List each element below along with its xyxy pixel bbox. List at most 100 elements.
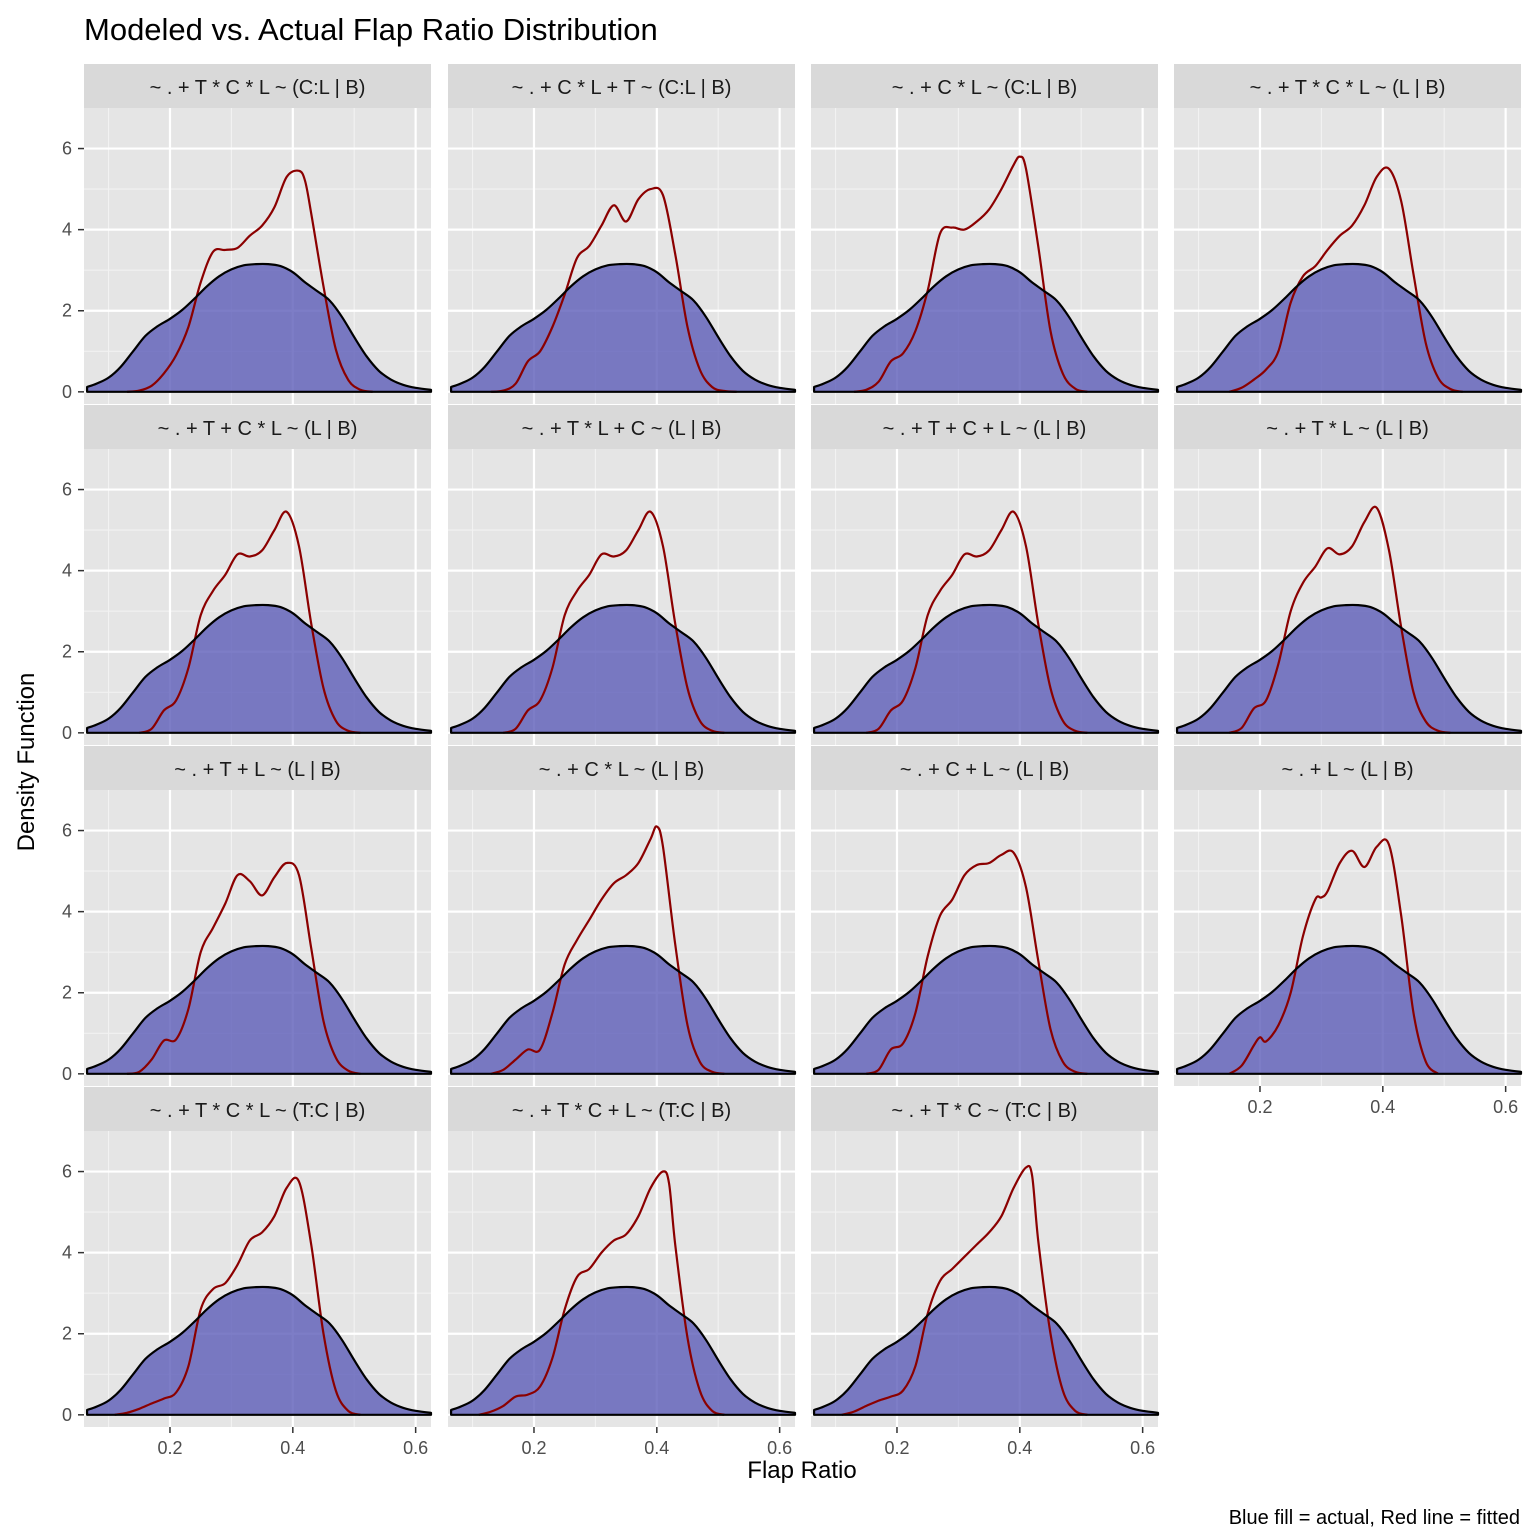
x-tick-label: 0.2 <box>1247 1097 1272 1117</box>
facet-panel: ~ . + T * C ~ (T:C | B) 0.2 0.4 0.6 <box>811 1087 1160 1458</box>
y-tick-label: 0 <box>62 723 72 743</box>
fitted-density-line <box>478 1170 725 1416</box>
actual-density-outline <box>813 1285 1160 1416</box>
actual-density-outline <box>1176 944 1523 1075</box>
y-tick-label: 4 <box>62 1243 72 1263</box>
x-tick-label: 0.6 <box>1493 1097 1518 1117</box>
fitted-density-line <box>126 861 361 1075</box>
y-tick-label: 0 <box>62 1405 72 1425</box>
facet-panel: ~ . + T * C * L ~ (T:C | B) 0 2 4 6 0.2 0.4 0.6 <box>62 1087 433 1458</box>
facet-strip <box>84 746 431 790</box>
actual-density-area <box>814 1286 1158 1415</box>
facet-strip-label: ~ . + C + L ~ (L | B) <box>900 759 1069 781</box>
facet-strip-label: ~ . + C * L + T ~ (C:L | B) <box>512 77 732 99</box>
x-tick-label: 0.6 <box>403 1438 428 1458</box>
facet-strip-label: ~ . + T * C * L ~ (L | B) <box>1250 77 1446 99</box>
facet-panel: ~ . + C + L ~ (L | B) <box>811 746 1160 1086</box>
y-tick-label: 6 <box>62 139 72 159</box>
facet-strip <box>448 64 795 108</box>
actual-density-area <box>814 945 1158 1074</box>
fitted-density-line <box>502 510 725 734</box>
y-tick-label: 6 <box>62 1162 72 1182</box>
facet-strip-label: ~ . + T + C * L ~ (L | B) <box>158 418 358 440</box>
facet-panel: ~ . + T * L + C ~ (L | B) <box>448 405 797 745</box>
facet-strip-label: ~ . + T * C + L ~ (T:C | B) <box>512 1100 731 1122</box>
facet-panel: ~ . + T + C + L ~ (L | B) <box>811 405 1160 745</box>
facet-panel: ~ . + T * C * L ~ (L | B) <box>1174 64 1523 404</box>
chart-title: Modeled vs. Actual Flap Ratio Distributi… <box>84 12 658 47</box>
facet-panel: ~ . + T + C * L ~ (L | B) 0 2 4 6 <box>62 405 433 745</box>
facet-strip <box>1174 746 1521 790</box>
x-tick-label: 0.4 <box>1007 1438 1032 1458</box>
actual-density-area <box>1177 604 1521 733</box>
x-tick-label: 0.2 <box>521 1438 546 1458</box>
actual-density-outline <box>86 1285 433 1416</box>
actual-density-outline <box>86 262 433 393</box>
facet-strip <box>448 1087 795 1131</box>
chart-caption: Blue fill = actual, Red line = fitted <box>1229 1507 1520 1529</box>
fitted-density-line <box>865 849 1088 1075</box>
facet-strip-label: ~ . + T * L ~ (L | B) <box>1266 418 1429 440</box>
facet-strip <box>1174 405 1521 449</box>
x-tick-label: 0.4 <box>280 1438 305 1458</box>
fitted-density-line <box>853 155 1088 393</box>
fitted-density-line <box>1228 166 1463 393</box>
actual-density-area <box>87 1286 431 1415</box>
actual-density-area <box>1177 263 1521 392</box>
actual-density-outline <box>813 603 1160 734</box>
actual-density-outline <box>1176 262 1523 393</box>
facet-strip <box>84 1087 431 1131</box>
y-tick-label: 4 <box>62 902 72 922</box>
y-tick-label: 4 <box>62 561 72 581</box>
y-tick-label: 6 <box>62 480 72 500</box>
facet-strip <box>811 64 1158 108</box>
facet-strip-label: ~ . + T * C ~ (T:C | B) <box>891 1100 1077 1122</box>
fitted-density-line <box>114 1176 361 1416</box>
facet-strip <box>448 405 795 449</box>
x-tick-label: 0.2 <box>157 1438 182 1458</box>
facet-panel: ~ . + T * L ~ (L | B) <box>1174 405 1523 745</box>
facet-panel: ~ . + L ~ (L | B) 0.2 0.4 0.6 <box>1174 746 1523 1117</box>
y-tick-label: 2 <box>62 642 72 662</box>
facet-strip-label: ~ . + T + L ~ (L | B) <box>174 759 340 781</box>
fitted-density-line <box>841 1164 1088 1416</box>
facet-panel: ~ . + T * C * L ~ (C:L | B) 0 2 4 6 <box>62 64 433 404</box>
x-tick-label: 0.6 <box>767 1438 792 1458</box>
actual-density-outline <box>813 944 1160 1075</box>
facet-strip <box>84 64 431 108</box>
actual-density-outline <box>450 262 797 393</box>
fitted-density-line <box>490 825 725 1075</box>
actual-density-area <box>814 263 1158 392</box>
facet-strip <box>448 746 795 790</box>
y-tick-label: 2 <box>62 983 72 1003</box>
actual-density-area <box>451 945 795 1074</box>
actual-density-outline <box>86 944 433 1075</box>
facet-panel: ~ . + T * C + L ~ (T:C | B) 0.2 0.4 0.6 <box>448 1087 797 1458</box>
facet-strip-label: ~ . + T * C * L ~ (C:L | B) <box>150 77 366 99</box>
y-tick-label: 2 <box>62 1324 72 1344</box>
actual-density-area <box>87 604 431 733</box>
actual-density-area <box>451 263 795 392</box>
facet-strip <box>811 1087 1158 1131</box>
fitted-density-line <box>865 510 1088 734</box>
y-tick-label: 2 <box>62 301 72 321</box>
y-tick-label: 0 <box>62 382 72 402</box>
actual-density-area <box>451 1286 795 1415</box>
facet-panel: ~ . + C * L ~ (C:L | B) <box>811 64 1160 404</box>
fitted-density-line <box>1228 838 1439 1075</box>
actual-density-area <box>814 604 1158 733</box>
facet-strip-label: ~ . + T * C * L ~ (T:C | B) <box>150 1100 365 1122</box>
facet-strip <box>811 746 1158 790</box>
actual-density-outline <box>86 603 433 734</box>
fitted-density-line <box>138 510 361 734</box>
fitted-density-line <box>1228 505 1451 734</box>
actual-density-outline <box>450 944 797 1075</box>
facet-panel: ~ . + C * L ~ (L | B) <box>448 746 797 1086</box>
fitted-density-line <box>126 169 373 393</box>
x-tick-label: 0.4 <box>644 1438 669 1458</box>
y-tick-label: 6 <box>62 821 72 841</box>
actual-density-outline <box>1176 603 1523 734</box>
x-tick-label: 0.6 <box>1130 1438 1155 1458</box>
actual-density-outline <box>450 603 797 734</box>
